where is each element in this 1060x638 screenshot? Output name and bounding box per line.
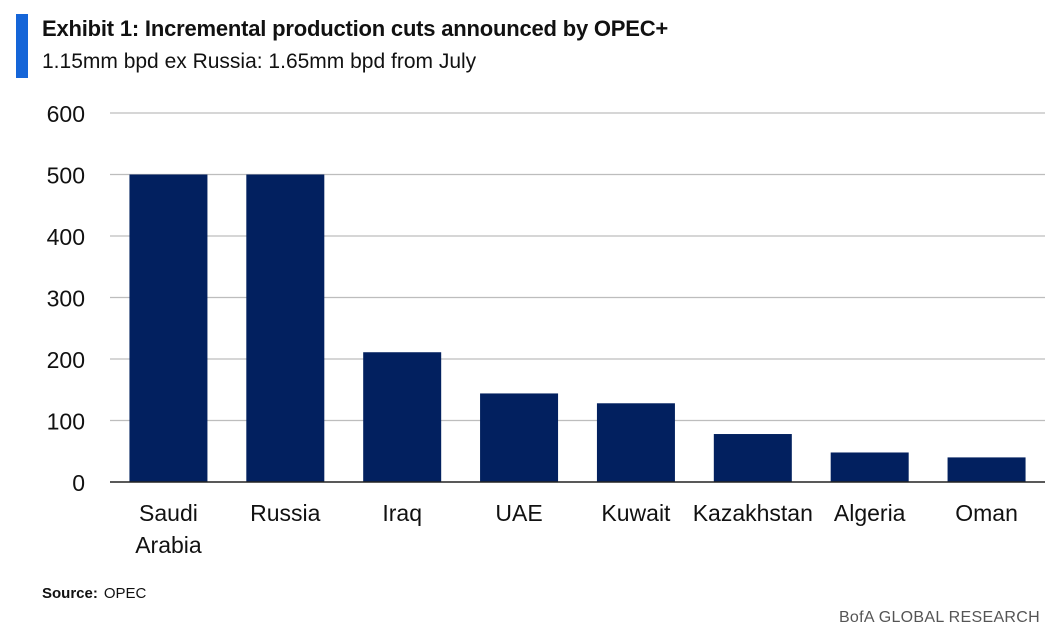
- x-tick-label: Russia: [250, 500, 321, 526]
- x-tick-label: Iraq: [382, 500, 422, 526]
- y-tick-label: 200: [47, 347, 85, 373]
- brand-footer: BofA GLOBAL RESEARCH: [838, 609, 1040, 626]
- y-tick-label: 500: [47, 163, 85, 189]
- y-tick-label: 600: [47, 101, 85, 127]
- bar-5: [713, 434, 792, 482]
- x-tick-label: Kazakhstan: [693, 500, 813, 526]
- y-tick-label: 0: [72, 470, 85, 496]
- source-label: Source:: [42, 585, 98, 602]
- source-value: OPEC: [103, 585, 147, 602]
- bar-3: [480, 393, 559, 482]
- y-tick-label: 400: [47, 224, 85, 250]
- chart-subtitle: 1.15mm bpd ex Russia: 1.65mm bpd from Ju…: [42, 50, 477, 73]
- y-tick-label: 100: [47, 409, 85, 435]
- x-tick-label: Oman: [955, 500, 1018, 526]
- title-accent-bar: [16, 14, 28, 78]
- source-note: Source: OPEC: [42, 585, 146, 602]
- x-tick-label: Saudi: [139, 500, 198, 526]
- y-tick-label: 300: [47, 286, 85, 312]
- bar-6: [830, 452, 909, 482]
- x-tick-label: UAE: [495, 500, 542, 526]
- bar-chart: 0 100 200 300 400 500 600 Saudi Arabia Russia Iraq…: [47, 101, 1045, 558]
- bar-4: [596, 403, 675, 482]
- x-tick-label: Kuwait: [601, 500, 671, 526]
- bar-1: [246, 174, 325, 482]
- x-tick-label: Algeria: [834, 500, 906, 526]
- bar-2: [363, 352, 442, 482]
- bar-0: [129, 174, 208, 482]
- bar-7: [947, 457, 1026, 482]
- x-tick-label: Arabia: [135, 532, 202, 558]
- chart-title: Exhibit 1: Incremental production cuts a…: [42, 16, 669, 41]
